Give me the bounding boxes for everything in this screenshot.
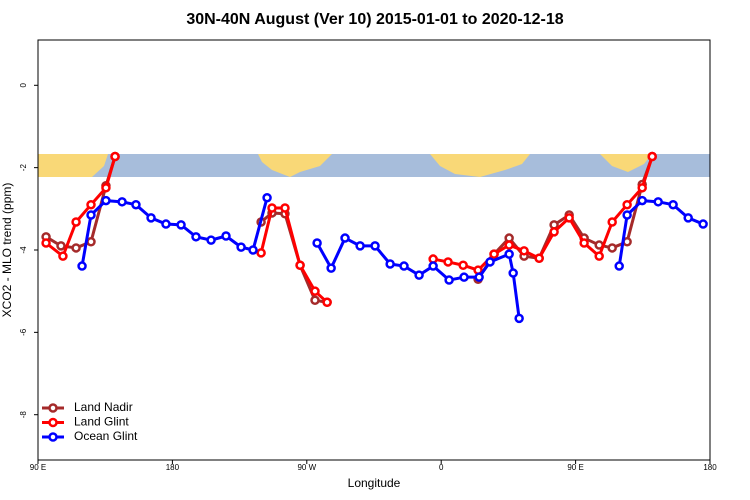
map-strip [38,154,710,177]
y-axis-label: XCO2 - MLO trend (ppm) [0,183,14,318]
data-point [131,199,141,210]
series-line [45,156,654,304]
data-point [86,199,96,210]
data-point [310,286,320,296]
x-tick-label: 180 [703,463,717,472]
x-tick-label: 0 [439,463,444,472]
data-point [519,246,529,256]
data-point [647,151,657,162]
data-point [485,257,495,267]
data-point [56,241,66,251]
series-line [80,197,704,319]
legend-marker [48,403,58,413]
x-tick-label: 90 E [567,463,583,472]
data-point [607,243,617,253]
y-tick-label: -2 [19,164,28,172]
data-point [71,243,81,253]
data-point [280,203,290,213]
data-point [607,217,617,227]
data-point [622,210,632,220]
data-point [474,272,484,282]
data-point [443,257,453,267]
data-point [340,233,350,243]
x-tick-label: 90 E [30,463,46,472]
data-point [355,241,365,251]
data-point [594,251,604,261]
data-point [221,231,231,241]
data-point [101,195,111,206]
data-point [668,199,678,210]
data-point [514,313,524,324]
legend-label: Land Glint [74,415,129,429]
x-tick-label: 90 W [297,463,316,472]
data-point [385,259,395,269]
data-point [504,249,514,259]
data-point [267,203,277,213]
data-point [248,245,258,255]
data-point [428,261,438,271]
data-point [236,242,246,252]
data-point [41,238,51,248]
data-point [77,261,87,271]
data-point [564,213,574,223]
data-point [71,217,81,227]
y-tick-label: -6 [19,328,28,336]
legend-label: Ocean Glint [74,429,138,443]
data-point [653,197,663,207]
data-point [414,270,424,280]
legend-marker [48,417,58,428]
data-point [176,220,186,230]
data-point [489,249,499,259]
data-point [326,263,336,273]
data-point [683,213,693,223]
data-point [504,240,514,250]
data-point [459,272,469,282]
data-point [86,237,96,247]
data-point [614,261,624,271]
data-point [101,183,111,193]
data-point [58,251,68,261]
data-point [146,213,156,223]
data-point [534,253,544,263]
data-point [549,227,559,237]
data-point [117,197,127,207]
legend-marker [48,432,58,442]
x-tick-label: 180 [166,463,180,472]
data-point [698,219,708,229]
data-point [191,232,201,242]
y-tick-label: -4 [19,246,28,254]
data-point [579,238,589,248]
data-point [262,192,272,203]
data-point [206,235,216,245]
data-point [458,260,468,270]
chart-title: 30N-40N August (Ver 10) 2015-01-01 to 20… [186,11,563,28]
data-point [110,151,120,162]
data-point [637,183,647,193]
data-point [295,260,305,270]
data-point [508,268,518,278]
series-line [45,156,654,304]
y-tick-label: 0 [19,83,28,88]
data-point [444,275,454,285]
data-point [86,210,96,220]
data-point [622,199,632,210]
data-point [256,248,266,258]
y-tick-label: -8 [19,411,28,419]
data-point [637,195,647,206]
x-axis-label: Longitude [348,476,401,490]
data-point [161,219,171,229]
data-point [312,238,322,248]
data-point [310,295,320,305]
legend-label: Land Nadir [74,400,133,414]
data-point [370,241,380,251]
data-point [399,261,409,271]
data-point [322,297,332,308]
